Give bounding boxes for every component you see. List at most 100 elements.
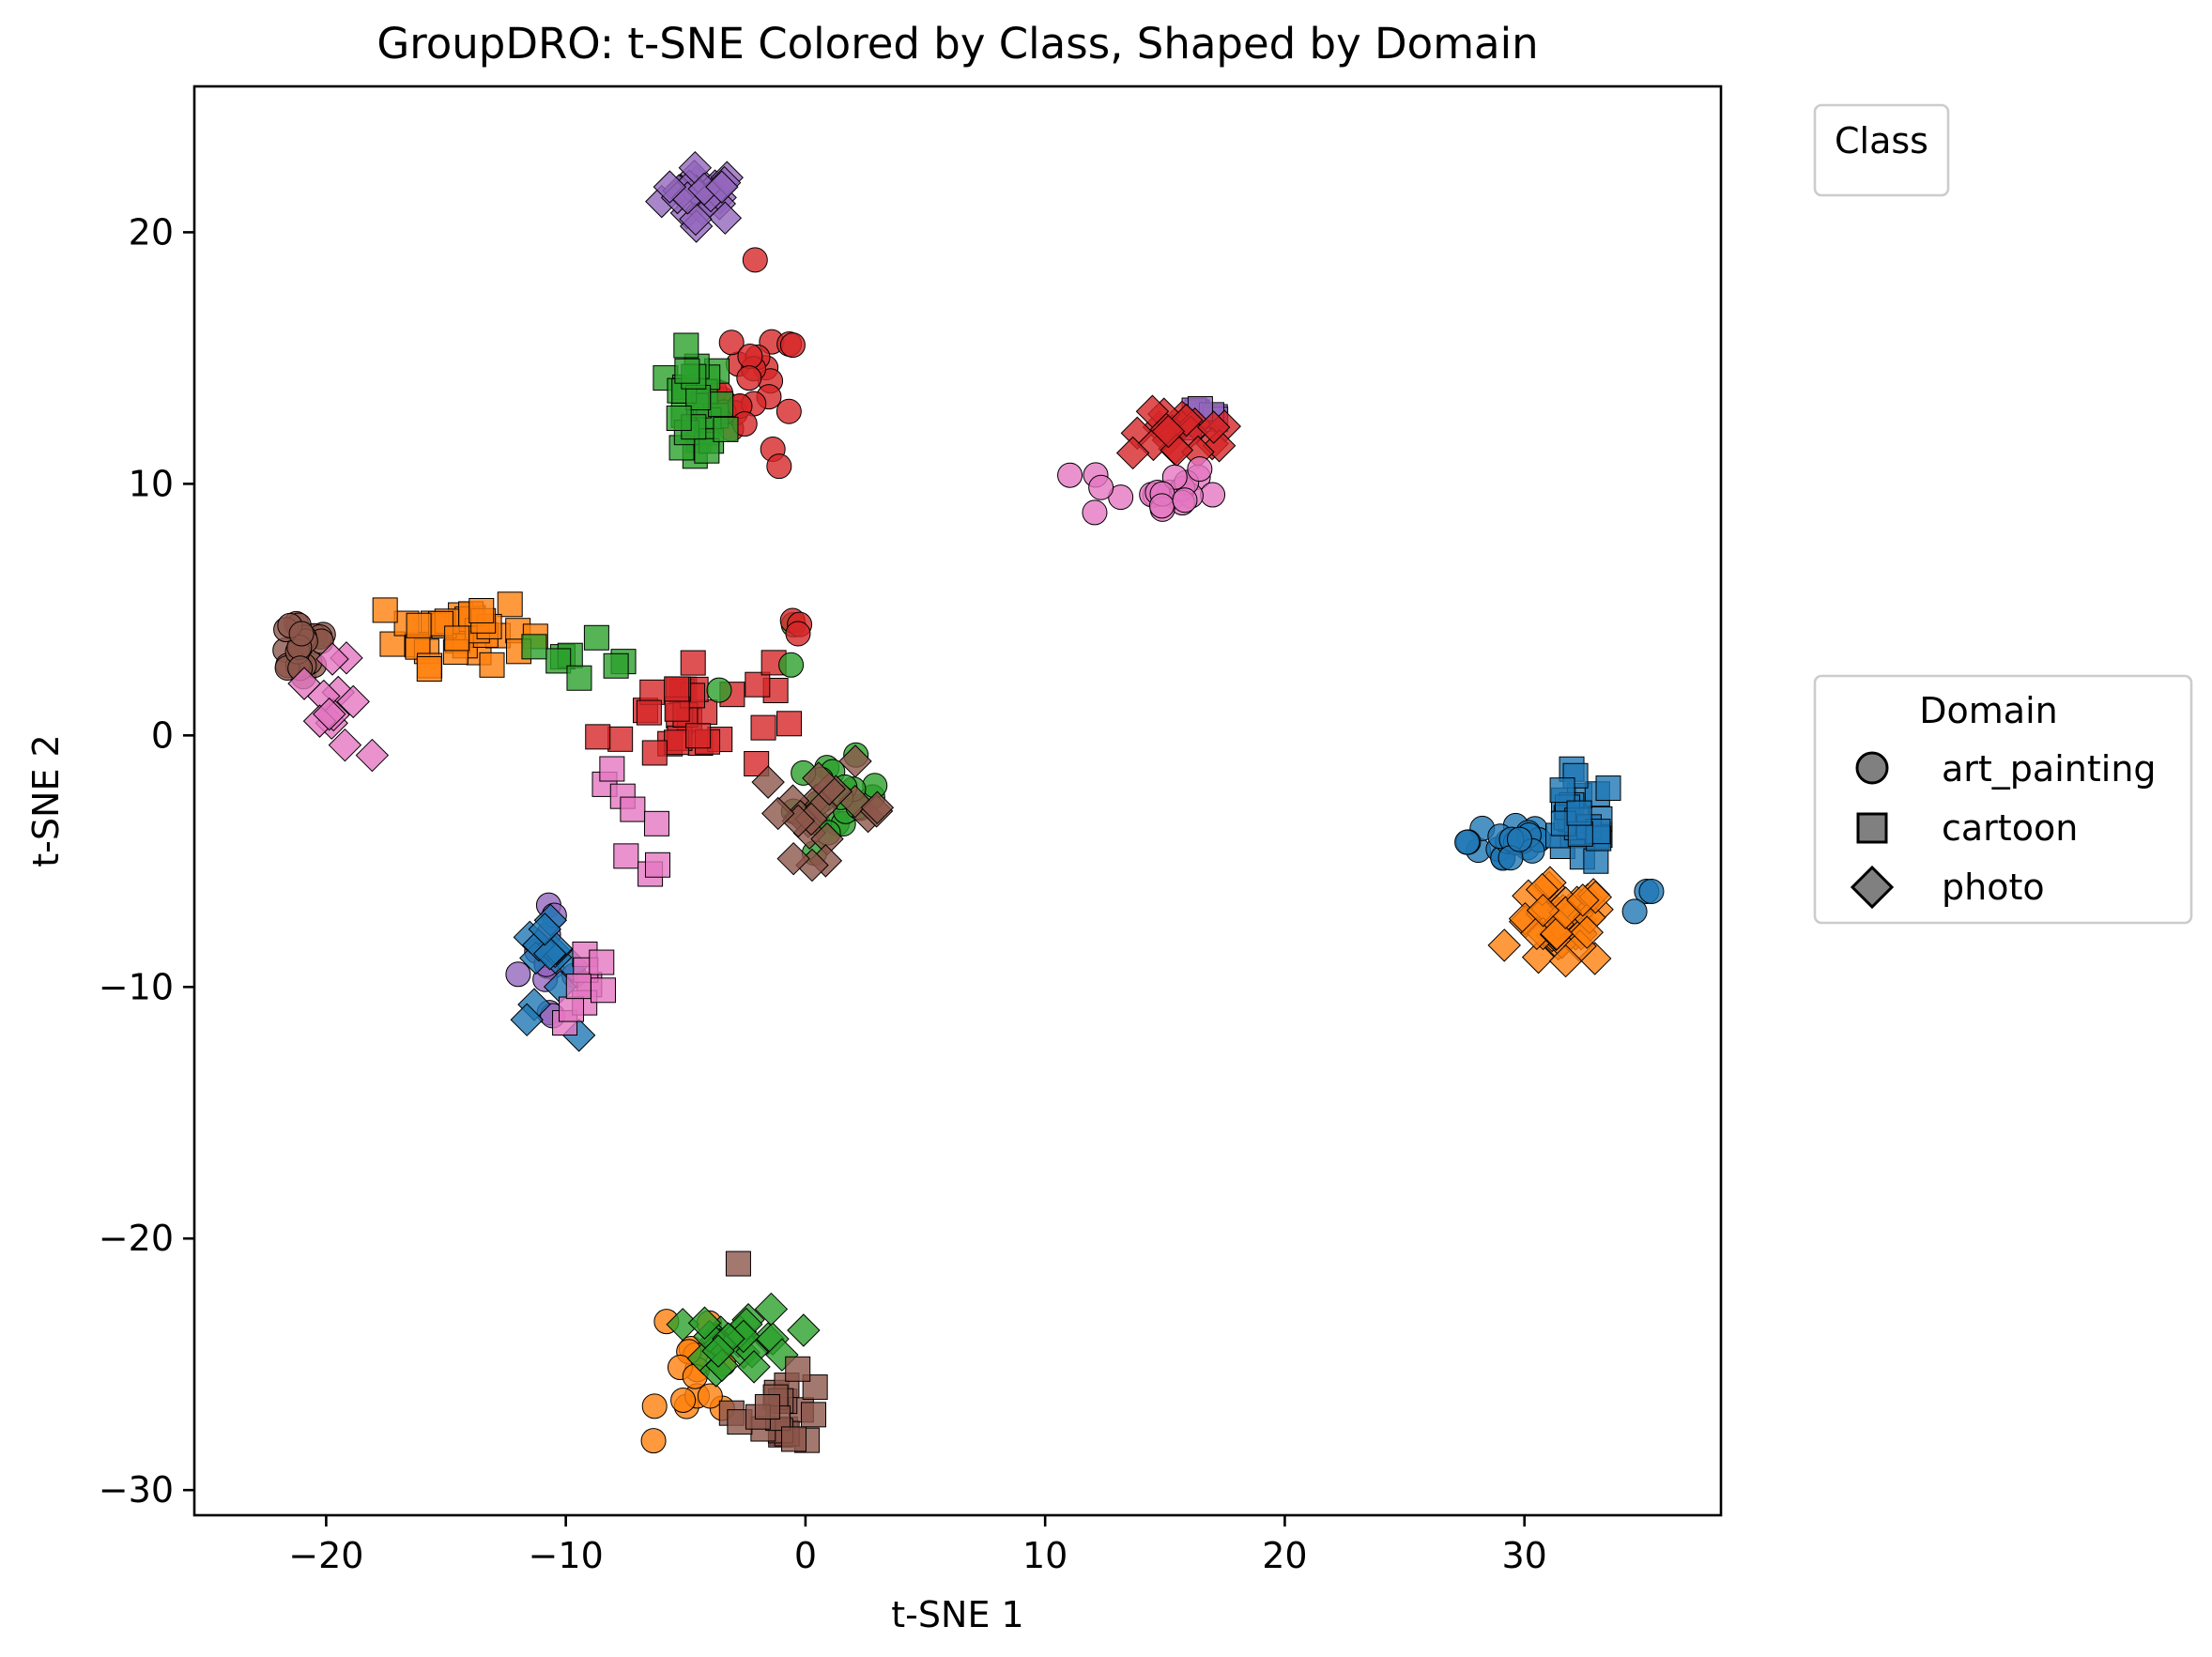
scatter-point-art_painting <box>736 365 762 391</box>
scatter-point-photo <box>760 796 795 831</box>
scatter-point-photo <box>510 1003 544 1036</box>
scatter-point-cartoon <box>545 648 572 674</box>
scatter-point-cartoon <box>781 1426 807 1452</box>
scatter-point-cartoon <box>1583 848 1609 874</box>
scatter-point-cartoon <box>713 416 739 442</box>
legend-diamond-marker <box>1850 865 1895 910</box>
scatter-point-photo <box>1521 940 1556 974</box>
class-legend: Class <box>1813 103 1950 197</box>
scatter-point-photo <box>751 765 785 799</box>
scatter-point-cartoon <box>406 612 432 638</box>
scatter-point-cartoon <box>479 652 505 678</box>
scatter-point-art_painting <box>1088 474 1114 500</box>
scatter-point-cartoon <box>754 1394 780 1420</box>
scatter-point-art_painting <box>706 677 732 703</box>
scatter-point-photo <box>1526 894 1560 928</box>
scatter-point-photo <box>1566 883 1600 917</box>
scatter-point-art_painting <box>697 1383 723 1409</box>
scatter-point-cartoon <box>664 729 690 756</box>
class-legend-title: Class <box>1835 120 1928 161</box>
legend-square-marker <box>1856 812 1888 844</box>
y-tick-label: 20 <box>129 211 174 253</box>
y-tick-label: −20 <box>99 1218 174 1259</box>
scatter-point-art_painting <box>1638 878 1665 904</box>
legend-label-cartoon: cartoon <box>1942 807 2078 849</box>
scatter-point-cartoon <box>1595 775 1621 802</box>
scatter-point-photo <box>754 1292 789 1327</box>
y-tick-label: −30 <box>99 1469 174 1511</box>
scatter-point-cartoon <box>644 852 670 878</box>
scatter-point-cartoon <box>372 597 398 623</box>
scatter-point-cartoon <box>497 591 523 618</box>
scatter-point-cartoon <box>725 1250 751 1277</box>
scatter-point-photo <box>1487 928 1521 962</box>
scatter-point-art_painting <box>670 1387 697 1413</box>
scatter-point-cartoon <box>566 665 592 691</box>
scatter-point-art_painting <box>742 247 768 273</box>
scatter-point-photo <box>776 841 810 876</box>
scatter-point-photo <box>838 744 872 778</box>
scatter-point-art_painting <box>766 453 792 480</box>
scatter-point-art_painting <box>1200 482 1226 508</box>
scatter-point-photo <box>1570 915 1604 949</box>
y-tick-label: 10 <box>129 463 174 504</box>
domain-legend-box <box>1813 674 2193 925</box>
scatter-point-cartoon <box>708 391 734 418</box>
scatter-point-photo <box>532 937 567 971</box>
scatter-point-cartoon <box>636 699 662 726</box>
legend-label-art-painting: art_painting <box>1942 748 2157 790</box>
y-axis-ticks: −30 −20 −10 0 10 20 <box>99 211 194 1511</box>
scatter-point-cartoon <box>444 625 470 652</box>
scatter-point-cartoon <box>664 676 690 702</box>
scatter-point-photo <box>336 684 370 719</box>
x-tick-label: 0 <box>794 1535 817 1576</box>
scatter-point-photo <box>705 170 739 204</box>
scatter-point-art_painting <box>778 652 805 678</box>
scatter-point-art_painting <box>779 332 806 359</box>
scatter-point-cartoon <box>607 726 634 752</box>
scatter-point-photo <box>355 738 390 773</box>
scatter-point-art_painting <box>1082 499 1108 526</box>
scatter-points <box>272 150 1665 1454</box>
x-tick-label: 10 <box>1022 1535 1068 1576</box>
legend-label-photo: photo <box>1942 867 2045 908</box>
scatter-point-cartoon <box>603 652 629 679</box>
domain-legend: Domain art_painting cartoon photo <box>1813 674 2193 925</box>
scatter-point-cartoon <box>583 624 609 651</box>
scatter-point-cartoon <box>469 597 495 623</box>
scatter-point-art_painting <box>718 330 745 356</box>
scatter-point-photo <box>860 790 895 824</box>
scatter-point-cartoon <box>620 796 646 822</box>
scatter-point-art_painting <box>776 398 802 424</box>
y-tick-label: −10 <box>99 966 174 1007</box>
scatter-point-cartoon <box>750 714 776 741</box>
scatter-point-photo <box>328 728 362 762</box>
scatter-point-cartoon <box>745 671 771 698</box>
scatter-point-cartoon <box>641 740 668 766</box>
plot-frame <box>192 84 1723 1517</box>
scatter-point-photo <box>528 913 562 946</box>
scatter-point-cartoon <box>585 724 611 750</box>
class-legend-box <box>1813 103 1950 197</box>
scatter-point-cartoon <box>559 996 585 1022</box>
scatter-point-photo <box>287 667 321 700</box>
scatter-point-art_painting <box>785 621 811 647</box>
scatter-point-photo <box>653 170 687 204</box>
domain-legend-title: Domain <box>1919 690 2057 731</box>
scatter-point-art_painting <box>640 1428 667 1454</box>
scatter-point-photo <box>687 1306 722 1340</box>
scatter-point-art_painting <box>1057 462 1083 488</box>
scatter-point-cartoon <box>565 974 591 1000</box>
chart-title: GroupDRO: t-SNE Colored by Class, Shaped… <box>376 19 1538 69</box>
y-tick-label: 0 <box>151 714 174 756</box>
y-axis-label: t-SNE 2 <box>25 734 67 867</box>
scatter-point-art_painting <box>505 961 531 988</box>
scatter-point-cartoon <box>801 1402 827 1428</box>
scatter-point-cartoon <box>643 810 669 836</box>
scatter-point-cartoon <box>680 650 706 676</box>
scatter-point-photo <box>737 1350 771 1384</box>
scatter-point-art_painting <box>1187 456 1213 483</box>
scatter-point-cartoon <box>599 756 625 782</box>
scatter-point-cartoon <box>1566 800 1592 826</box>
